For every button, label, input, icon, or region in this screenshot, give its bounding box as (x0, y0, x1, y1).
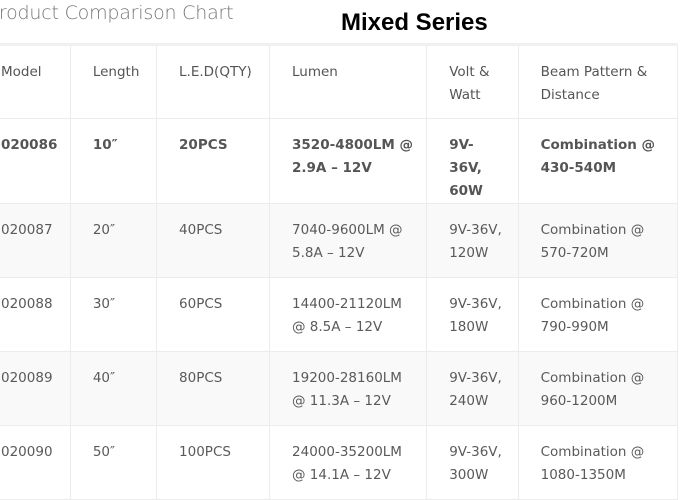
cell-length: 20″ (69, 203, 158, 278)
page-title: Product Comparison Chart (0, 2, 234, 24)
table-row: 020088 30″ 60PCS 14400-21120LM @ 8.5A – 12V… (0, 277, 679, 352)
cell-beam: Combination @ 430-540M (517, 118, 679, 204)
cell-length: 50″ (69, 425, 158, 500)
header-model: Model (0, 43, 71, 119)
cell-volt: 9V-36V, 60W (426, 118, 519, 204)
table-row: 020086 10″ 20PCS 3520-4800LM @ 2.9A – 12V 9V… (0, 118, 679, 204)
header-volt-watt: Volt & Watt (426, 43, 519, 119)
cell-model: 020087 (0, 203, 71, 278)
cell-beam: Combination @ 960-1200M (517, 351, 679, 426)
cell-lumen: 19200-28160LM @ 11.3A – 12V (269, 351, 428, 426)
cell-volt: 9V-36V, 240W (426, 351, 519, 426)
table-row: 020090 50″ 100PCS 24000-35200LM @ 14.1A – 1… (0, 425, 679, 500)
cell-led: 40PCS (156, 203, 271, 278)
cell-length: 10″ (69, 118, 158, 204)
cell-led: 20PCS (156, 118, 271, 204)
table-row: 020087 20″ 40PCS 7040-9600LM @ 5.8A – 12V 9V… (0, 203, 679, 278)
cell-lumen: 14400-21120LM @ 8.5A – 12V (269, 277, 428, 352)
cell-beam: Combination @ 570-720M (517, 203, 679, 278)
cell-volt: 9V-36V, 300W (426, 425, 519, 500)
cell-lumen: 24000-35200LM @ 14.1A – 12V (269, 425, 428, 500)
table-row: 020089 40″ 80PCS 19200-28160LM @ 11.3A – 12… (0, 351, 679, 426)
cell-beam: Combination @ 790-990M (517, 277, 679, 352)
table-header-row: Model Length L.E.D(QTY) Lumen Volt & Wat… (0, 43, 679, 119)
cell-led: 60PCS (156, 277, 271, 352)
header-led-qty: L.E.D(QTY) (156, 43, 271, 119)
header-lumen: Lumen (269, 43, 428, 119)
cell-model: 020086 (0, 118, 71, 204)
cell-volt: 9V-36V, 180W (426, 277, 519, 352)
cell-model: 020090 (0, 425, 71, 500)
cell-led: 100PCS (156, 425, 271, 500)
cell-model: 020089 (0, 351, 71, 426)
header-beam-pattern: Beam Pattern & Distance (517, 43, 679, 119)
cell-model: 020088 (0, 277, 71, 352)
cell-beam: Combination @ 1080-1350M (517, 425, 679, 500)
comparison-table: Model Length L.E.D(QTY) Lumen Volt & Wat… (0, 43, 679, 500)
cell-length: 30″ (69, 277, 158, 352)
series-heading: Mixed Series (341, 9, 488, 36)
header-length: Length (69, 43, 158, 119)
cell-led: 80PCS (156, 351, 271, 426)
cell-lumen: 3520-4800LM @ 2.9A – 12V (269, 118, 428, 204)
cell-volt: 9V-36V, 120W (426, 203, 519, 278)
cell-lumen: 7040-9600LM @ 5.8A – 12V (269, 203, 428, 278)
cell-length: 40″ (69, 351, 158, 426)
